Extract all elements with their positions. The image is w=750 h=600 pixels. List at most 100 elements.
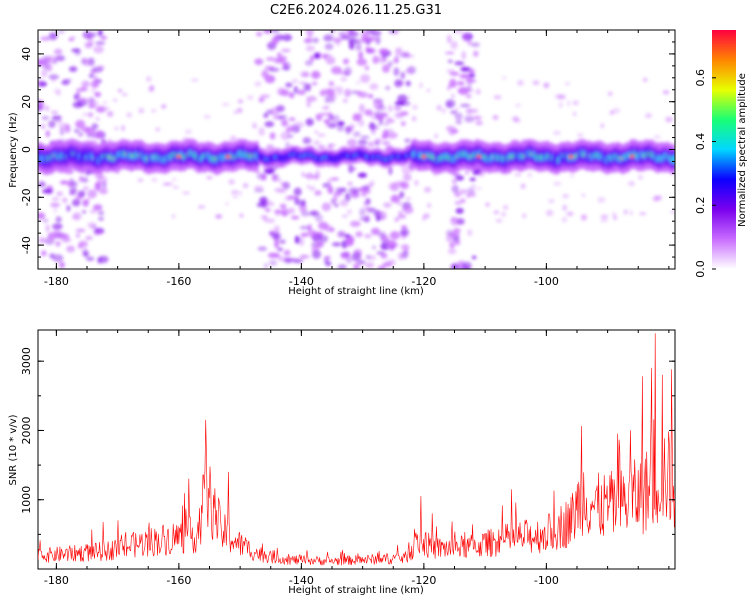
noise-speckle — [612, 107, 621, 114]
noise-speckle — [258, 97, 265, 103]
noise-speckle — [172, 186, 179, 189]
noise-speckle — [259, 94, 271, 99]
noise-speckle — [99, 188, 108, 195]
noise-speckle — [229, 135, 237, 142]
noise-speckle — [266, 57, 276, 61]
noise-speckle — [327, 185, 334, 194]
noise-speckle — [254, 58, 264, 65]
noise-speckle — [306, 83, 311, 92]
noise-speckle — [441, 108, 446, 114]
noise-speckle — [389, 231, 400, 240]
noise-speckle — [300, 210, 311, 217]
noise-speckle — [88, 114, 93, 118]
noise-speckle — [342, 98, 348, 103]
noise-speckle — [87, 222, 97, 229]
noise-speckle — [427, 203, 432, 208]
band-peak — [226, 155, 230, 158]
noise-speckle — [298, 81, 307, 85]
noise-speckle — [98, 255, 109, 264]
noise-speckle — [359, 207, 366, 217]
noise-speckle — [382, 140, 391, 146]
noise-speckle — [85, 236, 93, 240]
noise-speckle — [471, 255, 477, 260]
noise-speckle — [460, 66, 472, 72]
noise-speckle — [386, 132, 398, 139]
noise-speckle — [216, 215, 221, 219]
noise-speckle — [285, 82, 293, 88]
noise-speckle — [324, 43, 334, 50]
noise-speckle — [351, 252, 362, 262]
noise-speckle — [94, 91, 102, 98]
noise-speckle — [274, 239, 280, 249]
noise-speckle — [274, 209, 282, 214]
noise-speckle — [172, 214, 175, 219]
noise-speckle — [291, 215, 300, 220]
noise-speckle — [365, 213, 370, 219]
noise-speckle — [470, 42, 480, 47]
noise-speckle — [61, 81, 66, 85]
noise-speckle — [327, 144, 333, 149]
noise-speckle — [45, 224, 50, 232]
noise-speckle — [670, 210, 675, 214]
noise-speckle — [324, 256, 331, 260]
noise-speckle — [281, 66, 290, 70]
noise-speckle — [344, 66, 352, 76]
noise-speckle — [288, 117, 296, 121]
noise-speckle — [307, 229, 318, 238]
noise-speckle — [299, 225, 309, 230]
noise-speckle — [460, 198, 466, 203]
noise-speckle — [253, 185, 264, 189]
noise-speckle — [41, 69, 48, 78]
noise-speckle — [665, 116, 673, 123]
noise-speckle — [642, 77, 648, 82]
noise-speckle — [565, 82, 570, 86]
noise-speckle — [88, 39, 94, 47]
noise-speckle — [330, 93, 338, 100]
noise-speckle — [260, 173, 267, 181]
noise-speckle — [597, 196, 606, 203]
noise-speckle — [224, 202, 230, 206]
noise-speckle — [337, 264, 347, 269]
noise-speckle — [100, 35, 107, 40]
noise-speckle — [325, 121, 330, 127]
noise-speckle — [88, 73, 95, 78]
noise-speckle — [81, 177, 89, 183]
noise-speckle — [93, 75, 98, 82]
noise-speckle — [449, 78, 457, 88]
noise-speckle — [334, 203, 339, 208]
snr-y-tick-label: 3000 — [20, 347, 33, 375]
noise-speckle — [360, 135, 370, 139]
noise-speckle — [311, 70, 321, 79]
noise-speckle — [401, 165, 411, 175]
noise-speckle — [327, 178, 332, 187]
noise-speckle — [337, 121, 345, 126]
noise-speckle — [468, 192, 477, 197]
noise-speckle — [55, 216, 62, 223]
noise-speckle — [55, 241, 61, 247]
noise-speckle — [364, 233, 372, 239]
noise-speckle — [517, 79, 524, 86]
noise-speckle — [375, 105, 387, 112]
noise-speckle — [356, 58, 368, 66]
noise-speckle — [374, 138, 383, 145]
noise-speckle — [309, 55, 315, 62]
noise-speckle — [113, 99, 118, 102]
noise-speckle — [298, 200, 306, 207]
noise-speckle — [377, 265, 386, 269]
noise-speckle — [328, 114, 334, 121]
noise-speckle — [388, 104, 393, 113]
noise-speckle — [365, 46, 370, 54]
noise-speckle — [145, 76, 152, 82]
noise-speckle — [83, 185, 89, 191]
noise-speckle — [331, 242, 342, 247]
noise-speckle — [386, 259, 397, 266]
snr-x-tick-label: -180 — [44, 574, 69, 587]
noise-speckle — [453, 228, 461, 234]
noise-speckle — [368, 122, 376, 130]
noise-speckle — [297, 89, 306, 96]
noise-speckle — [334, 85, 337, 91]
noise-speckle — [270, 202, 275, 206]
noise-speckle — [53, 48, 63, 55]
noise-speckle — [263, 30, 272, 34]
noise-speckle — [73, 93, 79, 101]
